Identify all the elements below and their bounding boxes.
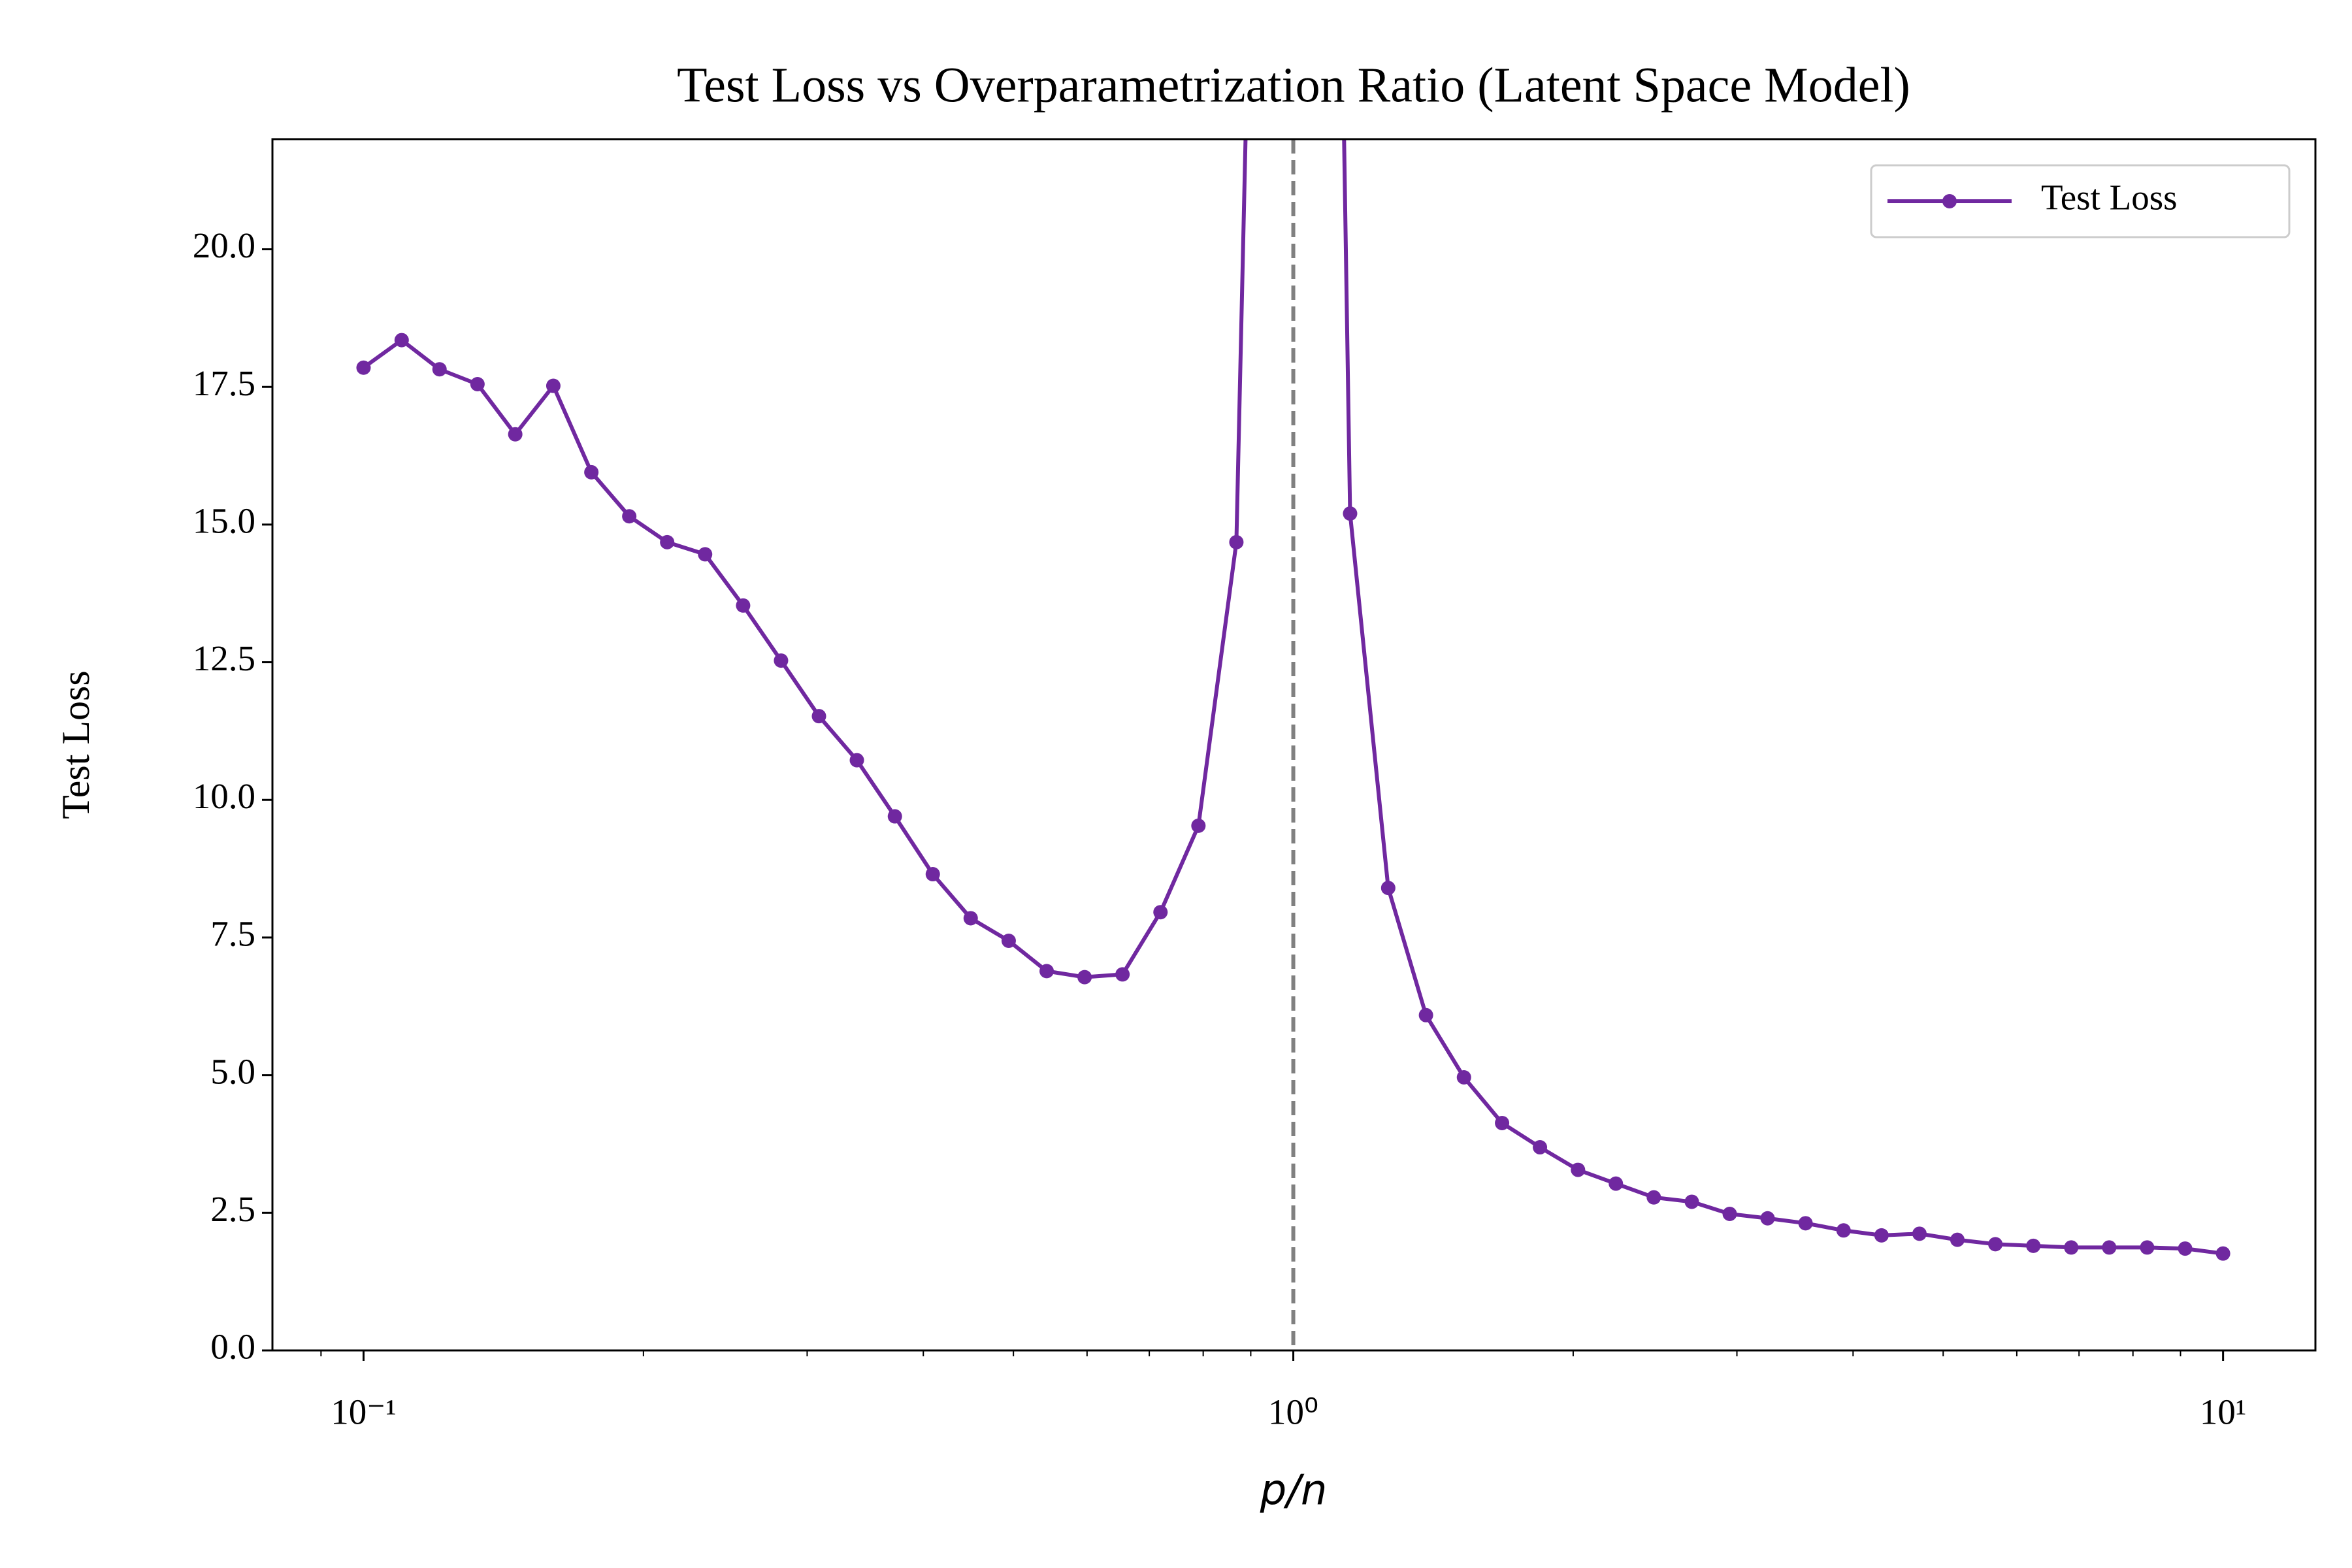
data-point [1609,1176,1624,1191]
x-tick-label: 10⁰ [1268,1392,1318,1432]
data-point [1760,1211,1775,1226]
data-point [1418,1007,1433,1022]
x-axis-label: p/n [1260,1467,1328,1515]
data-point [1229,534,1244,549]
data-point [1646,1190,1661,1205]
data-point [1722,1207,1737,1222]
y-tick-label: 20.0 [193,225,255,265]
plot-area [356,139,2230,1261]
data-point [1495,1115,1510,1130]
data-point [1077,970,1092,985]
y-tick-label: 0.0 [210,1327,255,1367]
data-point [698,547,713,562]
data-point [774,653,789,668]
data-point [1115,967,1130,982]
data-point [470,377,485,392]
data-point [736,598,751,613]
data-point [2178,1241,2193,1256]
x-tick-label: 10⁻¹ [331,1392,397,1432]
data-point [1571,1162,1586,1177]
data-point [1950,1232,1965,1247]
data-point [1191,818,1206,833]
data-point [622,509,637,524]
data-point [849,753,864,768]
chart-title: Test Loss vs Overparametrization Ratio (… [677,57,1910,112]
data-point [1153,905,1168,920]
data-point [2102,1240,2117,1255]
data-point [2026,1238,2041,1253]
data-point [1001,934,1016,949]
legend-box [1870,164,2291,238]
data-point [1684,1194,1699,1209]
data-point [1988,1237,2003,1252]
data-point [1533,1140,1548,1155]
data-point [356,360,371,375]
data-point [2064,1240,2079,1255]
data-point [508,427,523,442]
data-point [660,534,675,549]
y-tick-label: 15.0 [193,501,255,541]
legend-label: Test Loss [2041,178,2178,218]
data-point [1874,1228,1889,1243]
data-point [1343,506,1358,521]
y-axis-label: Test Loss [54,670,97,819]
y-tick-label: 12.5 [193,638,255,678]
data-point [1039,964,1054,979]
legend-marker [1942,194,1957,208]
data-point [963,911,978,926]
x-tick-label: 10¹ [2200,1392,2247,1432]
y-tick-label: 7.5 [210,914,255,954]
data-point [1798,1216,1813,1231]
data-point [1912,1226,1927,1241]
y-tick-label: 2.5 [210,1189,255,1229]
data-point [887,809,902,824]
y-tick-label: 17.5 [193,363,255,403]
data-point [2215,1246,2230,1261]
data-point [432,362,447,377]
data-point [811,709,826,724]
y-tick-label: 5.0 [210,1051,255,1091]
data-point [925,867,940,882]
plot-frame [271,138,2317,1352]
data-point [2140,1240,2155,1255]
data-point [546,378,561,393]
data-point [1836,1223,1851,1238]
y-tick-label: 10.0 [193,776,255,816]
data-point [394,333,409,348]
data-point [1380,881,1396,896]
data-point [1456,1070,1471,1085]
data-point [584,465,599,480]
